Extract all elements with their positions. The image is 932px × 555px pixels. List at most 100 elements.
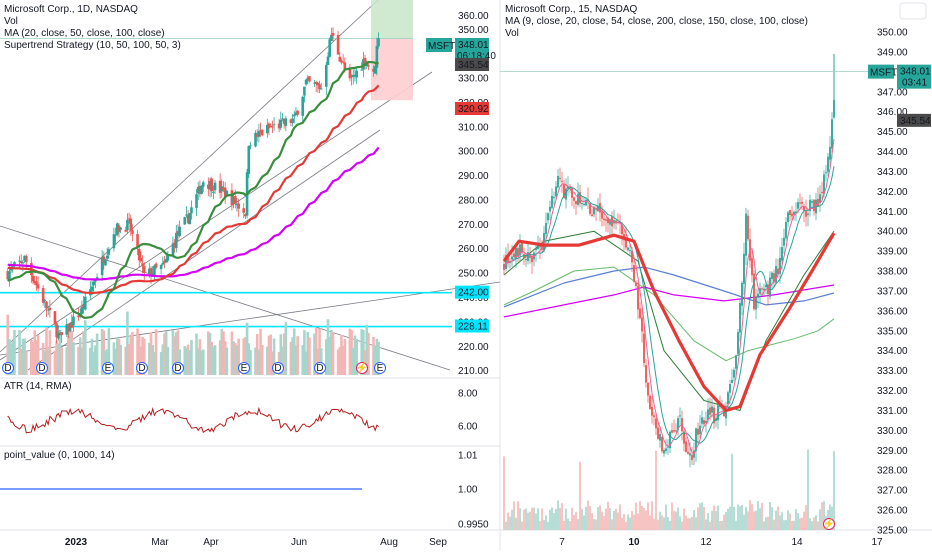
candle-body[interactable] bbox=[225, 190, 229, 196]
candle-body[interactable] bbox=[683, 431, 685, 444]
candle-body[interactable] bbox=[142, 266, 146, 273]
candle-body[interactable] bbox=[292, 114, 296, 117]
candle-body[interactable] bbox=[117, 225, 121, 233]
candle-body[interactable] bbox=[819, 194, 821, 204]
candle-body[interactable] bbox=[685, 441, 687, 453]
candle-body[interactable] bbox=[667, 446, 669, 448]
candle-body[interactable] bbox=[129, 218, 133, 232]
candle-body[interactable] bbox=[773, 273, 775, 283]
candle-body[interactable] bbox=[811, 201, 813, 203]
candle-body[interactable] bbox=[232, 196, 235, 204]
inner-channel-line[interactable] bbox=[27, 129, 381, 371]
candle-body[interactable] bbox=[377, 38, 380, 47]
candle-body[interactable] bbox=[137, 248, 141, 261]
position-profit-zone[interactable] bbox=[371, 0, 413, 39]
candle-body[interactable] bbox=[531, 255, 533, 263]
candle-body[interactable] bbox=[126, 219, 129, 231]
candle-body[interactable] bbox=[807, 213, 809, 215]
candle-body[interactable] bbox=[186, 214, 190, 223]
candle-body[interactable] bbox=[565, 188, 567, 200]
candle-body[interactable] bbox=[102, 256, 106, 264]
candle-body[interactable] bbox=[707, 409, 709, 420]
candle-body[interactable] bbox=[705, 420, 707, 423]
candle-body[interactable] bbox=[797, 202, 799, 209]
candle-body[interactable] bbox=[336, 35, 340, 55]
ma20-line[interactable] bbox=[503, 166, 835, 444]
candle-body[interactable] bbox=[545, 223, 547, 235]
candle-body[interactable] bbox=[58, 334, 62, 336]
candle-body[interactable] bbox=[355, 70, 358, 78]
candle-body[interactable] bbox=[223, 187, 227, 197]
candle-body[interactable] bbox=[637, 286, 639, 310]
right-chart[interactable]: 350.00349.00348.00347.00346.00345.00344.… bbox=[500, 2, 932, 548]
candle-body[interactable] bbox=[677, 418, 679, 430]
candle-body[interactable] bbox=[825, 172, 827, 174]
right-vol-legend[interactable]: Vol bbox=[505, 28, 519, 39]
candle-body[interactable] bbox=[171, 243, 175, 256]
stop-tag-bg[interactable] bbox=[455, 102, 489, 115]
candle-body[interactable] bbox=[753, 273, 755, 310]
candle-body[interactable] bbox=[331, 33, 335, 36]
candle-body[interactable] bbox=[259, 130, 262, 133]
candle-body[interactable] bbox=[70, 321, 74, 328]
event-marker-D[interactable] bbox=[172, 362, 184, 374]
candle-body[interactable] bbox=[148, 268, 151, 275]
candle-body[interactable] bbox=[67, 323, 70, 332]
candle-body[interactable] bbox=[643, 333, 645, 364]
candle-body[interactable] bbox=[675, 430, 677, 432]
candle-body[interactable] bbox=[553, 196, 555, 198]
event-marker-E[interactable] bbox=[102, 362, 114, 374]
candle-body[interactable] bbox=[729, 383, 731, 393]
ma20-line[interactable] bbox=[7, 60, 379, 319]
candle-body[interactable] bbox=[208, 180, 212, 190]
candle-body[interactable] bbox=[771, 272, 773, 279]
candle-body[interactable] bbox=[783, 237, 785, 246]
candle-body[interactable] bbox=[318, 84, 321, 90]
candle-body[interactable] bbox=[188, 213, 192, 225]
candle-body[interactable] bbox=[57, 332, 60, 339]
candle-body[interactable] bbox=[313, 82, 316, 84]
candle-body[interactable] bbox=[621, 225, 623, 235]
candle-body[interactable] bbox=[316, 82, 320, 86]
candle-body[interactable] bbox=[112, 234, 116, 249]
event-marker-D[interactable] bbox=[314, 362, 326, 374]
candle-body[interactable] bbox=[363, 57, 367, 64]
candle-body[interactable] bbox=[605, 219, 607, 221]
candle-body[interactable] bbox=[328, 39, 331, 57]
candle-body[interactable] bbox=[80, 306, 84, 314]
candle-body[interactable] bbox=[583, 203, 585, 206]
candle-body[interactable] bbox=[326, 56, 330, 65]
candle-body[interactable] bbox=[207, 184, 210, 189]
candle-body[interactable] bbox=[751, 258, 753, 276]
level-tag-bg[interactable] bbox=[455, 285, 489, 299]
candle-body[interactable] bbox=[655, 418, 657, 429]
candle-body[interactable] bbox=[260, 129, 264, 136]
ma9-line[interactable] bbox=[503, 138, 835, 455]
candle-body[interactable] bbox=[521, 242, 523, 253]
candle-body[interactable] bbox=[679, 415, 681, 417]
candle-body[interactable] bbox=[164, 259, 168, 263]
candle-body[interactable] bbox=[201, 182, 205, 187]
candle-body[interactable] bbox=[281, 118, 284, 120]
candle-body[interactable] bbox=[647, 382, 649, 396]
candle-body[interactable] bbox=[697, 428, 699, 435]
candle-body[interactable] bbox=[695, 428, 697, 451]
candle-body[interactable] bbox=[799, 202, 801, 204]
candle-body[interactable] bbox=[82, 304, 85, 309]
candle-body[interactable] bbox=[515, 247, 517, 259]
candle-body[interactable] bbox=[717, 405, 719, 421]
event-marker-D[interactable] bbox=[136, 362, 148, 374]
chart-settings-button[interactable] bbox=[899, 2, 927, 20]
candle-body[interactable] bbox=[505, 255, 507, 269]
lower-channel-line[interactable] bbox=[0, 71, 433, 361]
candle-body[interactable] bbox=[781, 247, 783, 261]
candle-body[interactable] bbox=[8, 271, 11, 281]
candle-body[interactable] bbox=[625, 237, 627, 248]
candle-body[interactable] bbox=[222, 187, 225, 190]
atr-line[interactable] bbox=[7, 406, 379, 434]
candle-body[interactable] bbox=[577, 193, 579, 205]
candle-body[interactable] bbox=[141, 263, 144, 267]
candle-body[interactable] bbox=[727, 392, 729, 405]
candle-body[interactable] bbox=[561, 180, 563, 182]
ma-thick-line[interactable] bbox=[502, 232, 836, 413]
